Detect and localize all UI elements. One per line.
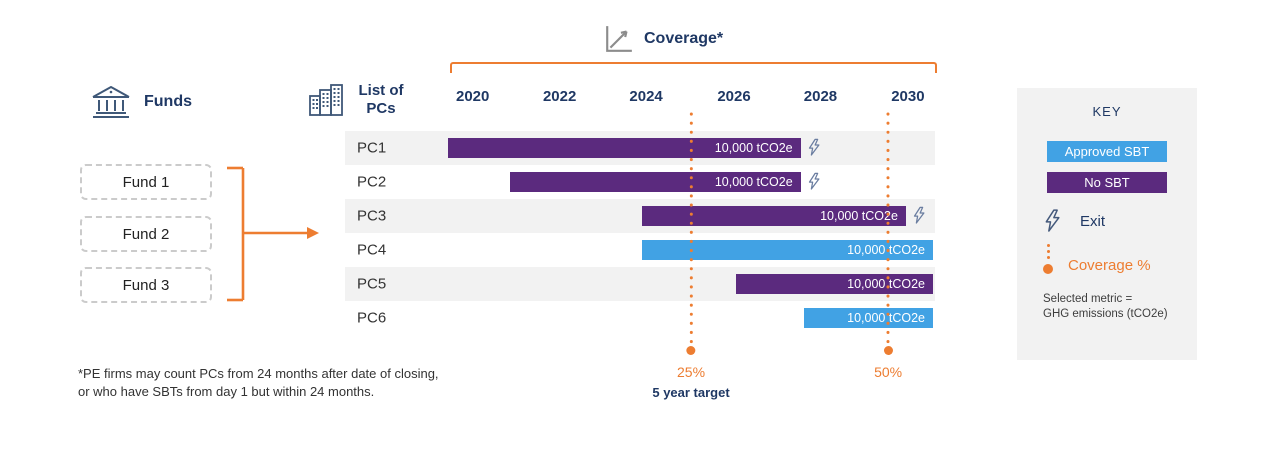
key-no-sbt-chip: No SBT	[1047, 172, 1167, 193]
year-axis: 2020 2022 2024 2026 2028 2030	[450, 88, 933, 110]
key-coverage-row: Coverage %	[1043, 244, 1197, 274]
key-approved-sbt-label: Approved SBT	[1064, 144, 1150, 159]
key-selected-metric: Selected metric = GHG emissions (tCO2e)	[1043, 292, 1197, 322]
metric-line-1: Selected metric =	[1043, 293, 1133, 305]
fund-box-3: Fund 3	[80, 267, 212, 303]
fund-label: Fund 2	[122, 225, 170, 243]
coverage-pct-label: 50%	[874, 364, 903, 380]
coverage-title: Coverage*	[644, 30, 724, 47]
fund-label: Fund 1	[122, 173, 170, 191]
key-coverage-label: Coverage %	[1068, 257, 1151, 274]
pc-row-pc5: PC5 10,000 tCO2e	[345, 267, 935, 301]
key-approved-sbt-chip: Approved SBT	[1047, 141, 1167, 162]
key-exit-label: Exit	[1080, 212, 1106, 230]
timeline-bracket	[450, 62, 937, 73]
exit-lightning-icon	[808, 172, 820, 190]
pc-label: PC4	[357, 241, 387, 259]
pc-row-pc1: PC1 10,000 tCO2e	[345, 131, 935, 165]
year-tick-2028: 2028	[803, 88, 838, 105]
bar-value-label: 10,000 tCO2e	[714, 175, 793, 189]
coverage-pct-label: 25%	[676, 364, 706, 380]
gantt-bar: 10,000 tCO2e	[642, 240, 933, 260]
gantt-bar: 10,000 tCO2e	[803, 308, 933, 328]
coverage-sub-label: 5 year target	[652, 385, 730, 400]
pc-label: PC3	[357, 207, 387, 225]
metric-line-2: GHG emissions (tCO2e)	[1043, 308, 1168, 320]
exit-lightning-icon	[912, 204, 927, 232]
bank-icon	[92, 86, 130, 118]
buildings-icon	[309, 84, 343, 116]
year-tick-2026: 2026	[717, 88, 751, 105]
gantt-bar: 10,000 tCO2e	[509, 172, 801, 192]
pc-row-pc6: PC6 10,000 tCO2e	[345, 301, 935, 335]
fund-box-2: Fund 2	[80, 216, 212, 252]
coverage-dot	[883, 346, 893, 355]
bar-value-label: 10,000 tCO2e	[847, 277, 925, 291]
exit-lightning-icon	[807, 170, 822, 198]
key-exit-row: Exit	[1043, 208, 1197, 234]
gantt-bar: 10,000 tCO2e	[642, 206, 906, 226]
fund-label: Fund 3	[122, 276, 170, 294]
pc-label: PC2	[357, 173, 387, 191]
pc-row-pc4: PC4 10,000 tCO2e	[345, 233, 935, 267]
bar-value-label: 10,000 tCO2e	[820, 209, 898, 223]
footnote: *PE firms may count PCs from 24 months a…	[78, 365, 439, 401]
gantt-bar: 10,000 tCO2e	[735, 274, 933, 294]
coverage-dot	[686, 346, 696, 355]
year-tick-2030: 2030	[891, 88, 925, 105]
gantt-bar: 10,000 tCO2e	[448, 138, 801, 158]
pc-row-pc2: PC2 10,000 tCO2e	[345, 165, 935, 199]
exit-lightning-icon	[1045, 209, 1060, 232]
funds-header: Funds	[90, 84, 192, 120]
coverage-header: Coverage*	[604, 24, 723, 54]
exit-lightning-icon	[807, 136, 822, 164]
fund-box-1: Fund 1	[80, 164, 212, 200]
coverage-dotted-line-icon	[1043, 244, 1053, 274]
bar-value-label: 10,000 tCO2e	[847, 311, 925, 325]
funds-title: Funds	[144, 93, 192, 110]
pc-label: PC6	[357, 309, 387, 327]
year-tick-2020: 2020	[456, 88, 490, 105]
key-title: KEY	[1092, 104, 1122, 119]
footnote-line-2: or who have SBTs from day 1 but within 2…	[78, 384, 375, 399]
pc-row-pc3: PC3 10,000 tCO2e	[345, 199, 935, 233]
pc-label: PC5	[357, 275, 387, 293]
funds-to-pcs-arrow	[227, 166, 319, 302]
year-tick-2024: 2024	[629, 88, 663, 105]
footnote-line-1: *PE firms may count PCs from 24 months a…	[78, 366, 439, 381]
pcs-header: List of PCs	[308, 82, 410, 118]
year-tick-2022: 2022	[542, 88, 577, 105]
exit-lightning-icon	[913, 206, 925, 224]
bar-value-label: 10,000 tCO2e	[714, 141, 793, 155]
pc-label: PC1	[357, 139, 387, 157]
key-legend: KEY Approved SBT No SBT Exit Coverage % …	[1017, 88, 1197, 360]
key-no-sbt-label: No SBT	[1084, 175, 1130, 190]
bar-value-label: 10,000 tCO2e	[847, 243, 925, 257]
gantt-rows: PC1 10,000 tCO2e PC2 10,000 tCO2e PC3 10,00…	[345, 131, 935, 335]
chart-axes-arrow-icon	[606, 26, 632, 52]
exit-lightning-icon	[808, 138, 820, 156]
pcs-title: List of PCs	[358, 82, 404, 117]
